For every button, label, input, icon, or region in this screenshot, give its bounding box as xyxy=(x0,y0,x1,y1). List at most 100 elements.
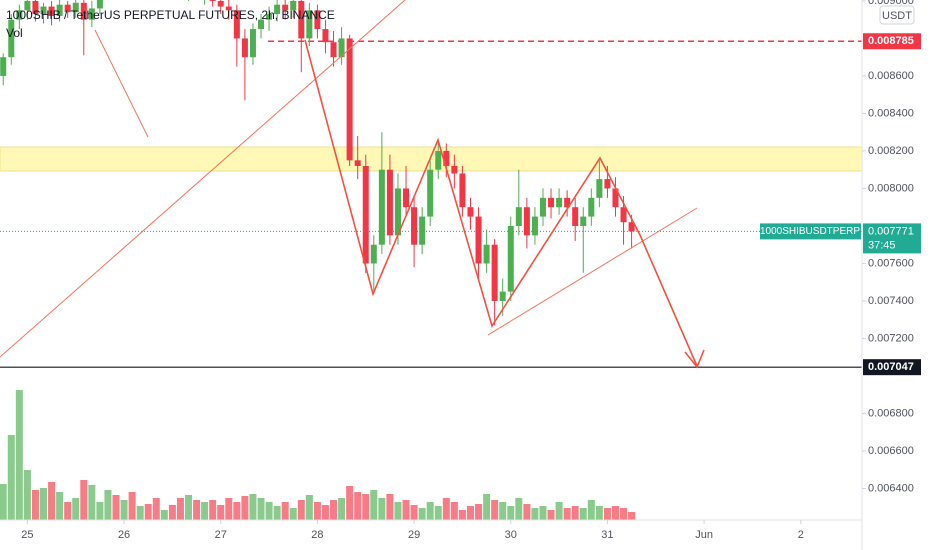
volume-bar xyxy=(547,510,555,520)
x-tick-label: 29 xyxy=(408,529,420,541)
currency-label[interactable]: USDT xyxy=(882,10,912,22)
trend-line xyxy=(487,207,698,336)
arrow-head xyxy=(684,349,705,369)
candle-body xyxy=(330,42,337,58)
volume-bar xyxy=(297,500,305,520)
volume-bar xyxy=(64,502,72,520)
volume-bar xyxy=(571,506,579,520)
candle-body xyxy=(539,197,546,217)
volume-bar xyxy=(273,506,281,520)
volume-bar xyxy=(249,494,257,520)
volume-bar xyxy=(257,498,265,520)
volume-bar xyxy=(31,490,39,520)
volume-bar xyxy=(40,488,48,520)
volume-bar xyxy=(394,502,402,520)
volume-bar xyxy=(241,496,249,520)
x-tick-label: 31 xyxy=(601,529,613,541)
candle-body xyxy=(24,0,31,11)
price-level-label: 0.008785 xyxy=(868,35,914,47)
y-tick-label: 0.009000 xyxy=(868,0,914,7)
candle-body xyxy=(419,216,426,245)
volume-bar xyxy=(80,480,88,520)
resistance-zone xyxy=(0,146,862,172)
volume-bar xyxy=(225,498,233,520)
volume-bar xyxy=(450,502,458,520)
volume-bar xyxy=(563,508,571,520)
candle-body xyxy=(515,207,522,226)
candle-body xyxy=(298,0,305,39)
candle-body xyxy=(346,38,353,161)
candle-body xyxy=(612,188,619,208)
volume-bar xyxy=(120,500,128,520)
countdown-label: 37:45 xyxy=(868,239,896,251)
candle-body xyxy=(241,38,248,58)
volume-bar xyxy=(434,506,442,520)
candle-body xyxy=(362,165,369,264)
volume-bar xyxy=(539,506,547,520)
y-tick-label: 0.006800 xyxy=(868,407,914,419)
volume-bar xyxy=(330,500,338,520)
candle-body xyxy=(314,10,321,30)
mark-layer xyxy=(0,0,636,520)
volume-bar xyxy=(587,500,595,520)
x-tick-label: Jun xyxy=(695,529,713,541)
volume-bar xyxy=(603,508,611,520)
volume-bar xyxy=(483,494,491,520)
candle-body xyxy=(572,207,579,226)
volume-bar xyxy=(475,504,483,520)
price-level-box xyxy=(863,359,921,376)
volume-bar xyxy=(48,482,56,520)
volume-bar xyxy=(168,505,176,520)
last-price-label: 0.007771 xyxy=(868,225,914,237)
y-tick-label: 0.007600 xyxy=(868,257,914,269)
currency-box[interactable] xyxy=(879,5,915,25)
candle-body xyxy=(258,19,265,30)
candle-body xyxy=(290,0,297,11)
volume-bar xyxy=(281,502,289,520)
candle-body xyxy=(16,10,23,20)
candle-body xyxy=(322,29,329,43)
volume-bar xyxy=(233,502,241,520)
candle-body xyxy=(435,150,442,170)
volume-bar xyxy=(595,506,603,520)
volume-bar xyxy=(362,494,370,520)
drawings xyxy=(0,0,705,369)
candle-body xyxy=(403,188,410,208)
x-tick-label: 30 xyxy=(505,529,517,541)
volume-bar xyxy=(144,504,152,520)
candle-body xyxy=(249,29,256,58)
volume-bar xyxy=(209,500,217,520)
volume-bar xyxy=(152,498,160,520)
x-tick-label: 26 xyxy=(118,529,130,541)
y-tick-label: 0.008400 xyxy=(868,107,914,119)
volume-bar xyxy=(56,492,64,520)
y-tick-label: 0.006400 xyxy=(868,482,914,494)
volume-bar xyxy=(305,495,313,520)
volume-bar xyxy=(628,512,636,520)
candle-body xyxy=(354,160,361,166)
candle-body xyxy=(459,173,466,208)
candle-body xyxy=(556,197,563,208)
volume-bar xyxy=(265,502,273,520)
volume-bar xyxy=(402,500,410,520)
candle-body xyxy=(48,6,55,16)
candle-body xyxy=(40,6,47,15)
volume-bar xyxy=(515,498,523,520)
volume-bar xyxy=(418,508,426,520)
volume-bar xyxy=(176,498,184,520)
candle-body xyxy=(531,216,538,236)
volume-bar xyxy=(23,470,31,520)
candle-body xyxy=(274,4,281,15)
volume-bar xyxy=(0,484,7,520)
volume-bar xyxy=(370,490,378,520)
volume-bar xyxy=(338,498,346,520)
last-price-box xyxy=(863,223,921,254)
candle-body xyxy=(88,8,95,20)
candle-body xyxy=(225,6,232,11)
volume-bar xyxy=(217,505,225,520)
candle-body xyxy=(467,207,474,217)
candle-body xyxy=(64,4,71,13)
candle-body xyxy=(596,179,603,198)
volume-bar xyxy=(88,485,96,520)
